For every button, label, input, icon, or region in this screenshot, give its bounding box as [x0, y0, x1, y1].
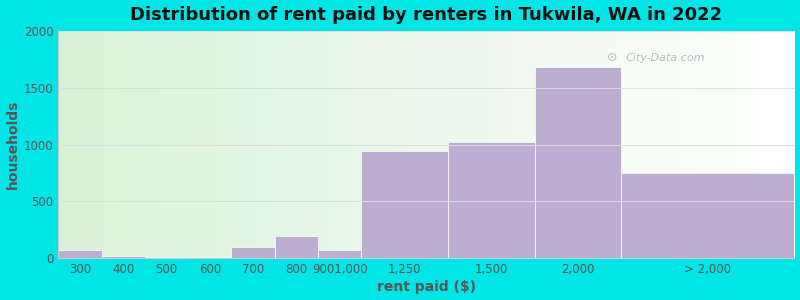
Bar: [318, 250, 362, 258]
Bar: [145, 257, 188, 258]
Bar: [188, 257, 231, 258]
Bar: [622, 173, 794, 258]
Bar: [102, 256, 145, 258]
Title: Distribution of rent paid by renters in Tukwila, WA in 2022: Distribution of rent paid by renters in …: [130, 6, 722, 24]
Text: ⊙: ⊙: [606, 52, 618, 64]
Y-axis label: households: households: [6, 100, 19, 189]
Bar: [448, 142, 534, 258]
X-axis label: rent paid ($): rent paid ($): [377, 280, 476, 294]
Bar: [231, 247, 274, 258]
Bar: [58, 250, 102, 258]
Text: City-Data.com: City-Data.com: [625, 53, 705, 63]
Bar: [274, 236, 318, 258]
Bar: [362, 152, 448, 258]
Bar: [534, 67, 622, 258]
